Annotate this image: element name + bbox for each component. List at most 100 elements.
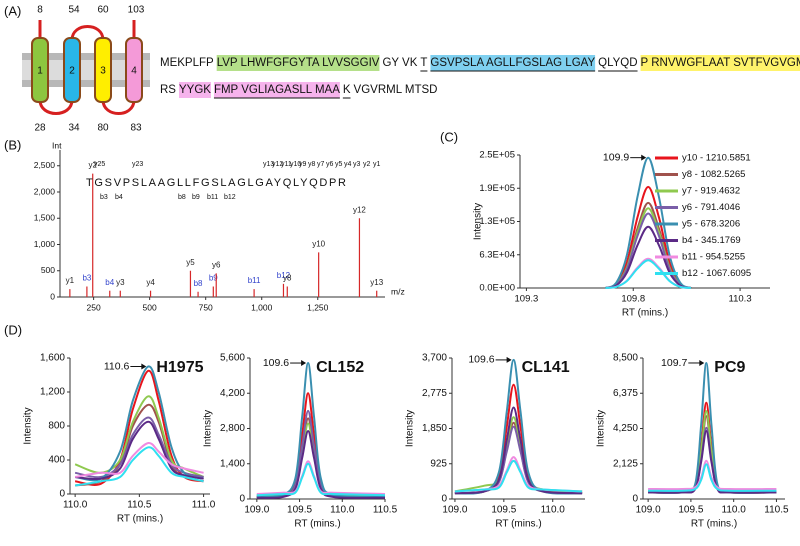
peak-label: y1 — [66, 276, 75, 285]
y-axis-label: Intensity — [23, 407, 34, 444]
x-axis-label: RT (mins.) — [622, 308, 668, 319]
sequence-segment: QLYQD — [598, 57, 637, 69]
y-tick-label: 6,375 — [613, 388, 638, 399]
y-tick-label: 400 — [48, 455, 65, 466]
sequence-segment: LVP LHWFGFGYTA LVVSGGIV — [217, 57, 380, 69]
helix — [125, 37, 143, 103]
sequence-segment: FMP VGLIAGASLL MAA — [214, 84, 340, 96]
series-line — [75, 420, 204, 481]
y-axis-label: Intensity — [473, 203, 484, 240]
chart-title: CL141 — [522, 359, 570, 376]
peak-label: y5 — [186, 258, 195, 267]
x-tick-label: 110.5 — [127, 500, 152, 511]
ladder-label: y3 — [353, 161, 361, 168]
legend-label: b4 - 345.1769 — [682, 235, 741, 246]
y-tick-label: 0 — [441, 494, 447, 505]
y-tick-label: 0 — [59, 489, 65, 500]
series-line — [648, 463, 777, 492]
series-line — [256, 429, 386, 499]
series-line — [256, 462, 386, 497]
peak-label: b11 — [248, 276, 261, 285]
x-axis-label: RT (mins.) — [495, 519, 541, 530]
helix-number: 2 — [69, 66, 75, 77]
peak-label: y12 — [353, 205, 366, 214]
x-tick-label: 110.5 — [373, 505, 398, 516]
residue-number: 8 — [37, 5, 43, 16]
residue-number: 28 — [34, 123, 46, 134]
sequence-segment: T — [420, 57, 427, 69]
ladder-label: y10 — [290, 161, 301, 168]
panel-label: (D) — [4, 322, 22, 337]
y-tick-label: 4,200 — [220, 388, 245, 399]
ladder-label: y7 — [317, 161, 325, 168]
y-tick-label: 0 — [50, 291, 55, 301]
peak-label: 109.6 — [263, 357, 289, 369]
x-axis-label: RT (mins.) — [117, 514, 163, 525]
panel-label: (C) — [440, 129, 458, 144]
residue-number: 83 — [130, 123, 142, 134]
series-line — [605, 201, 692, 289]
series-line — [648, 459, 777, 491]
y-tick-label: 0 — [239, 494, 245, 505]
x-tick-label: 250 — [87, 302, 101, 312]
x-tick-label: 1,000 — [251, 302, 273, 312]
series-line — [648, 361, 777, 494]
helix-number: 3 — [100, 66, 106, 77]
y-tick-label: 3,700 — [422, 353, 447, 364]
legend-label: y8 - 1082.5265 — [682, 169, 745, 180]
chart-title: H1975 — [156, 359, 203, 376]
sequence-segment: RS — [160, 84, 176, 96]
legend-label: y10 - 1210.5851 — [682, 153, 751, 164]
sequence-segment: VGVRML MTSD — [354, 84, 438, 96]
peak-label: 110.6 — [104, 360, 130, 372]
sequence-segment: GSVPSLA AGLLFGSLAG LGAY — [430, 57, 595, 69]
x-tick-label: 1,250 — [307, 302, 329, 312]
x-tick-label: 109.8 — [621, 294, 645, 305]
ladder-label: b11 — [207, 194, 218, 201]
highlight — [178, 82, 211, 98]
x-tick-label: 109.5 — [678, 505, 703, 516]
peak-label: y13 — [370, 278, 383, 287]
y-tick-label: 0.0E+00 — [479, 283, 515, 294]
x-tick-label: 110.0 — [330, 505, 355, 516]
x-axis-label: RT (mins.) — [691, 519, 737, 530]
x-axis-label: RT (mins.) — [294, 519, 340, 530]
x-tick-label: 109.0 — [244, 505, 269, 516]
highlight — [213, 82, 340, 98]
y-tick-label: 2,500 — [34, 160, 56, 170]
peak-arrowhead — [141, 363, 147, 370]
residue-number: 54 — [68, 5, 80, 16]
legend-label: y7 - 919.4632 — [682, 186, 740, 197]
series-line — [605, 225, 692, 289]
chart-title: CL152 — [316, 359, 364, 376]
series-line — [605, 212, 692, 289]
ladder-label: b9 — [192, 194, 200, 201]
residue-number: 60 — [97, 5, 109, 16]
helix — [31, 37, 49, 103]
y-tick-label: 2,800 — [220, 423, 245, 434]
y-tick-label: 1,400 — [220, 458, 245, 469]
peak-label: b8 — [194, 279, 203, 288]
series-line — [454, 456, 583, 493]
highlight — [216, 55, 380, 71]
residue-number: 80 — [97, 123, 109, 134]
peak-label: 109.7 — [661, 357, 687, 369]
peak-label: b4 — [105, 278, 114, 287]
ladder-label: y5 — [335, 161, 343, 168]
series-line — [605, 156, 692, 289]
sequence-segment: MEKPLFP — [160, 57, 214, 69]
x-tick-label: 750 — [199, 302, 213, 312]
panel-label: (B) — [4, 137, 21, 152]
helix-number: 1 — [37, 66, 43, 77]
ladder-label: y9 — [299, 161, 307, 168]
x-tick-label: 110.0 — [541, 505, 566, 516]
y-tick-label: 1.3E+05 — [479, 216, 515, 227]
ladder-label: y11 — [281, 161, 292, 168]
sequence-segment: GY VK — [382, 57, 417, 69]
y-tick-label: 1.9E+05 — [479, 183, 515, 194]
highlight — [430, 55, 596, 71]
peak-label: y6 — [212, 260, 221, 269]
legend-label: b11 - 954.5255 — [682, 252, 745, 263]
